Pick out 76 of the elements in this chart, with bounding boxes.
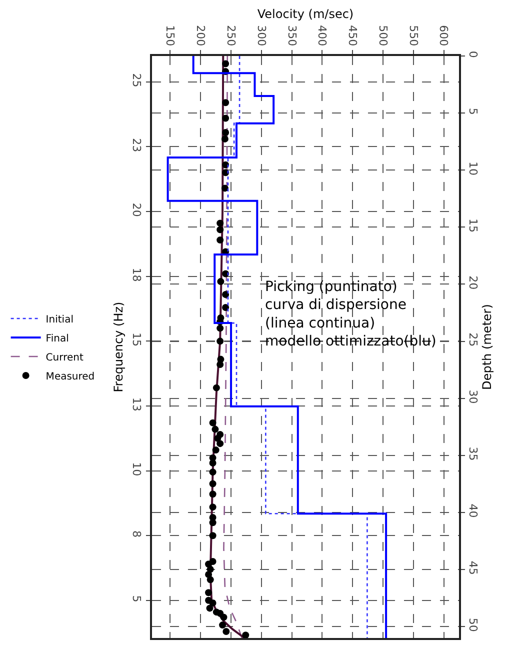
y2-tick-label: 45 [466,560,480,575]
y2-tick-label: 40 [466,504,480,518]
x-tick-label: 250 [224,25,238,46]
point [212,384,220,392]
y2-tick-label: 5 [466,108,480,115]
point [216,236,224,244]
point [222,628,230,636]
y-tick-label: 10 [130,462,143,476]
y-tick-label: 23 [130,138,143,152]
point [220,614,228,621]
point [242,632,250,638]
point [222,60,230,68]
point [222,169,230,176]
x-tick-label: 550 [406,25,420,46]
legend-label: Measured [46,371,95,382]
point [222,114,230,122]
y2-tick-label: 25 [466,332,480,347]
y2-tick-label: 50 [466,618,480,632]
point [209,504,216,511]
point [222,161,230,168]
x-axis-title: Velocity (m/sec) [257,6,354,21]
y-tick-label: 15 [130,332,143,347]
x-tick-label: 350 [285,25,298,46]
annotation: Picking (puntinato) curva di dispersione (linea continua) modello ottimizzato(blu) [265,279,436,350]
y2-tick-label: 10 [466,161,480,176]
legend-label: Final [46,333,69,344]
point [222,291,230,298]
x-tick-label: 300 [254,25,268,46]
y2-axis-title: Depth (meter) [480,304,494,390]
point [209,600,216,606]
point [216,220,224,227]
y-axis-title: Frequency (Hz) [112,302,126,392]
y-tick-label: 20 [130,202,143,217]
x-tick-label: 400 [316,25,329,46]
point [209,519,216,526]
point [219,622,226,629]
point [216,226,224,234]
point [206,576,214,584]
y-tick-label: 25 [130,73,143,88]
point [222,128,230,136]
x-tick-label: 600 [437,25,450,46]
point [216,324,224,332]
y2-tick-label: 30 [466,390,480,404]
y-tick-label: 13 [130,397,143,412]
point [206,604,214,612]
legend-label: Initial [46,314,74,326]
x-tick-label: 450 [346,25,360,46]
x-tick-label: 200 [194,25,208,46]
y-tick-label: 18 [130,268,143,282]
legend-label: Current [46,352,84,364]
y-tick-label: 8 [130,530,143,538]
point [222,99,230,106]
point [209,532,216,540]
point [216,440,224,448]
point [221,184,228,192]
y2-tick-label: 20 [466,276,480,290]
point [212,426,219,433]
point [217,278,224,286]
y2-tick-label: 35 [466,446,480,461]
point [216,338,224,345]
x-tick-label: 150 [164,25,177,46]
y-tick-label: 5 [130,595,143,602]
point [212,446,220,454]
x-tick-label: 500 [376,25,390,46]
point [222,270,230,278]
point [209,460,216,467]
point [209,468,216,476]
point [209,480,216,488]
point [216,361,224,368]
point [209,419,216,426]
y2-tick-label: 15 [466,218,480,233]
point [205,589,212,596]
point [221,135,228,142]
point [222,304,230,311]
y2-tick-label: 0 [466,50,480,58]
point [209,490,216,498]
